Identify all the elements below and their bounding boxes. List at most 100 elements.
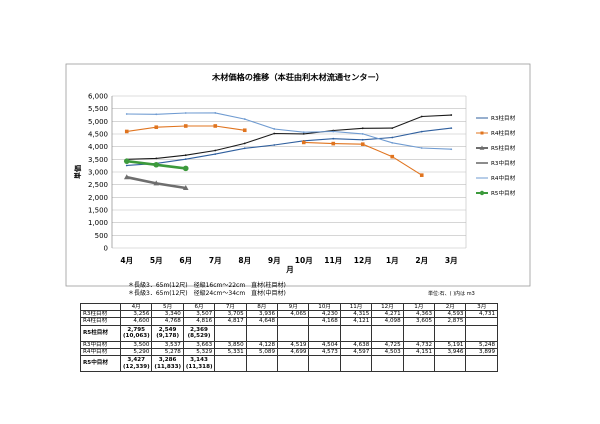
- x-tick-label: 9月: [268, 256, 281, 265]
- table-cell: 3,705: [214, 310, 247, 319]
- table-cell: 5,191: [434, 340, 467, 349]
- table-cell: [214, 355, 247, 373]
- y-tick-label: 500: [95, 232, 108, 240]
- x-tick-label: 2月: [415, 256, 428, 265]
- table-cell: 4,519: [277, 340, 310, 349]
- chart-svg: 木材価格の推移（本荘由利木材流通センター） 0 500 1,000 1,500 2,000…: [65, 63, 531, 287]
- data-point: [420, 130, 423, 133]
- table-cell-value: 2,795: [127, 326, 146, 333]
- table-header-cell: 5月: [151, 302, 184, 312]
- table-cell: [465, 355, 498, 373]
- table-cell: 4,098: [371, 317, 404, 326]
- data-point: [332, 137, 335, 140]
- data-point: [361, 133, 364, 135]
- table-cell: 4,638: [339, 340, 373, 349]
- table-row-label: R4中目材: [80, 347, 121, 357]
- data-point: [184, 158, 187, 161]
- table-cell: [465, 324, 498, 342]
- data-point: [273, 128, 276, 130]
- data-point: [302, 132, 305, 135]
- data-point: [273, 144, 276, 146]
- data-point: [184, 112, 187, 114]
- table-cell: 5,248: [465, 340, 498, 349]
- table-cell: 4,121: [339, 317, 373, 326]
- table-cell-value: 3,143: [190, 357, 208, 364]
- table-cell-volume: (8,529): [187, 333, 211, 340]
- y-tick-label: 3,500: [88, 156, 108, 164]
- data-point: [243, 142, 246, 145]
- table-cell: 4,230: [308, 310, 341, 319]
- table-cell-value: 2,549: [158, 326, 177, 333]
- data-point: [332, 130, 335, 133]
- table-cell: 3,500: [119, 340, 153, 349]
- data-point: [184, 154, 187, 157]
- table-cell: [308, 324, 341, 342]
- data-point: [155, 157, 158, 160]
- table-cell: 4,768: [151, 317, 184, 326]
- table-header-cell: 3月: [465, 302, 498, 312]
- table-row: R4柱目材 4,600 4,768 4,816 4,817 4,648 4,168 4,121…: [80, 317, 498, 326]
- data-point: [125, 164, 128, 167]
- table-cell: 5,089: [245, 347, 279, 357]
- table-cell: 4,648: [245, 317, 279, 326]
- table-cell-volume: (9,178): [156, 333, 180, 340]
- data-point: [360, 142, 365, 146]
- table-cell-volume: (11,833): [154, 363, 182, 370]
- data-point: [391, 141, 394, 144]
- note-mid-spec: ＊長級3．65m(12尺) 径級24cm～34cm 直材(中目材): [128, 290, 286, 297]
- table-cell: 3,286 (11,833): [151, 355, 184, 373]
- table-cell: 4,271: [371, 310, 404, 319]
- table-header-cell: 2月: [434, 302, 467, 312]
- table-header-cell: 4月: [119, 302, 153, 312]
- data-point: [390, 154, 395, 159]
- table-row-label: R5中目材: [80, 355, 121, 373]
- table-cell: [339, 324, 373, 342]
- table-row-label: R4柱目材: [80, 317, 121, 326]
- table-cell: [214, 324, 247, 342]
- data-point: [301, 140, 306, 145]
- table-cell: 3,899: [465, 347, 498, 357]
- x-tick-label: 8月: [238, 256, 251, 265]
- data-point: [182, 184, 189, 190]
- data-point: [391, 136, 394, 139]
- data-point: [361, 138, 364, 141]
- y-tick-label: 5,000: [88, 118, 108, 126]
- table-cell: 4,065: [277, 310, 310, 319]
- table-cell: 3,340: [151, 310, 184, 319]
- table-cell: [245, 324, 279, 342]
- table-cell: [402, 355, 436, 373]
- legend-marker: [479, 190, 485, 196]
- table-cell: 5,290: [119, 347, 153, 357]
- series-line-1: [126, 127, 452, 167]
- data-point: [243, 118, 246, 120]
- y-tick-label: 6,000: [88, 93, 108, 101]
- table-cell: 5,331: [214, 347, 247, 357]
- legend-label: R4中目材: [491, 174, 516, 182]
- table-cell: 4,593: [434, 310, 467, 319]
- table-cell: 4,732: [402, 340, 436, 349]
- x-tick-label: 10月: [295, 256, 313, 265]
- table-cell-volume: (11,318): [185, 363, 213, 370]
- table-header-cell: 9月: [277, 302, 310, 312]
- data-point: [243, 147, 246, 150]
- legend-label: R4柱目材: [491, 129, 516, 137]
- data-point: [450, 127, 453, 130]
- table-cell-volume: (10,063): [123, 333, 150, 340]
- x-tick-label: 3月: [445, 256, 458, 265]
- y-tick-label: 0: [104, 245, 108, 253]
- y-tick-label: 3,000: [88, 169, 108, 177]
- table-cell: 4,731: [465, 310, 498, 319]
- note-pillar-spec: ＊長級3．65m(12尺) 径級16cm～22cm 直材(柱目材): [128, 282, 286, 289]
- data-point: [420, 115, 423, 118]
- table-row: R3柱目材 3,256 3,340 3,507 3,705 3,936 4,065 4,230…: [80, 310, 498, 319]
- chart-frame: [65, 63, 531, 287]
- table-cell: 4,597: [339, 347, 373, 357]
- x-tick-label: 11月: [324, 256, 342, 265]
- chart-title: 木材価格の推移（本荘由利木材流通センター）: [211, 72, 384, 82]
- table-row: R5柱目材 2,795 (10,063) 2,549 (9,178) 2,369 (8,52…: [80, 324, 498, 342]
- table-cell: [245, 355, 279, 373]
- table-cell: 3,850: [214, 340, 247, 349]
- series-line-5: [126, 112, 452, 150]
- data-point: [125, 113, 128, 115]
- legend-label: R3柱目材: [491, 114, 516, 122]
